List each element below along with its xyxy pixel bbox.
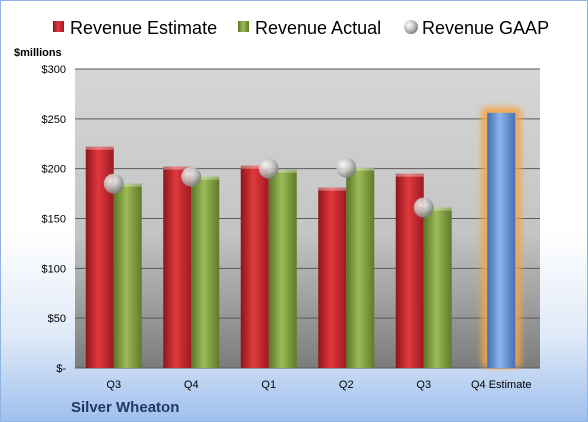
bar-top-highlight: [113, 183, 142, 187]
bar-top-highlight: [423, 207, 452, 211]
bar-revenue-estimate: [163, 166, 192, 368]
x-tick-label: Q3: [416, 379, 431, 391]
bar-top-highlight: [346, 167, 375, 171]
y-tick-label: $250: [42, 114, 66, 126]
bar-revenue-actual: [191, 176, 220, 368]
bar-q4-estimate: [487, 112, 516, 368]
x-tick-label: Q4 Estimate: [471, 379, 532, 391]
x-tick-label: Q1: [261, 379, 276, 391]
gaap-marker: [336, 157, 357, 178]
x-tick-label: Q2: [339, 379, 354, 391]
bar-top-highlight: [395, 173, 424, 177]
bar-top-highlight: [163, 166, 192, 170]
bar-top-highlight: [191, 176, 220, 180]
legend-swatch: [404, 20, 418, 34]
y-tick-label: $150: [42, 214, 66, 226]
bar-revenue-actual: [423, 207, 452, 368]
legend-item-revenue-actual: Revenue Actual: [238, 18, 381, 38]
company-name: Silver Wheaton: [71, 399, 180, 416]
legend-label: Revenue Actual: [255, 18, 381, 38]
legend-item-revenue-gaap: Revenue GAAP: [404, 18, 549, 38]
bar-revenue-actual: [113, 183, 142, 368]
bar-top-highlight: [240, 165, 269, 169]
bar-revenue-actual: [268, 169, 297, 368]
bar-revenue-estimate: [318, 187, 347, 368]
x-tick-label: Q3: [106, 379, 121, 391]
legend-swatch: [53, 21, 64, 32]
y-axis-label: $millions: [14, 47, 62, 59]
legend-swatch: [238, 21, 249, 32]
gaap-marker: [181, 166, 202, 187]
legend-item-revenue-estimate: Revenue Estimate: [53, 18, 217, 38]
legend-label: Revenue Estimate: [70, 18, 217, 38]
gaap-marker: [413, 197, 434, 218]
y-tick-label: $200: [42, 164, 66, 176]
bar-top-highlight: [268, 169, 297, 173]
y-tick-label: $50: [48, 313, 66, 325]
legend-label: Revenue GAAP: [422, 18, 549, 38]
y-tick-label: $-: [56, 363, 66, 375]
bar-top-highlight: [85, 146, 114, 150]
gaap-marker: [103, 173, 124, 194]
y-tick-label: $100: [42, 263, 66, 275]
gaap-marker: [258, 158, 279, 179]
bar-top-highlight: [318, 187, 347, 191]
x-tick-label: Q4: [184, 379, 199, 391]
bar-revenue-actual: [346, 167, 375, 368]
bar-revenue-estimate: [240, 165, 269, 368]
y-tick-label: $300: [42, 64, 66, 76]
